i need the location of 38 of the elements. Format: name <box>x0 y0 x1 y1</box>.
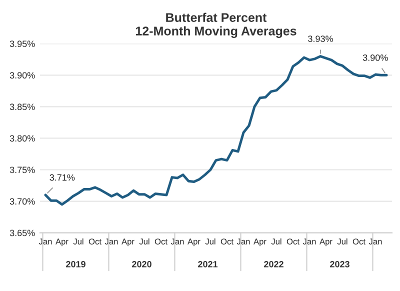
x-tick-label: Jul <box>205 238 216 244</box>
x-tick-label: Jan <box>170 238 184 244</box>
x-tick-label: Jan <box>236 238 250 244</box>
data-label: 3.90% <box>362 54 388 61</box>
chart-title: Butterfat Percent 12-Month Moving Averages <box>136 12 296 38</box>
y-tick-label: 3.95% <box>10 40 35 48</box>
x-tick-label: Jul <box>337 238 348 244</box>
y-tick-label: 3.70% <box>10 198 35 205</box>
y-tick-label: 3.90% <box>10 72 35 79</box>
data-label: 3.71% <box>50 174 75 181</box>
y-tick-label: 3.75% <box>10 166 35 174</box>
line-series <box>44 55 388 206</box>
y-tick-label: 3.65% <box>10 230 35 236</box>
x-tick-label: Jan <box>38 238 52 244</box>
x-tick-label: Apr <box>188 238 200 246</box>
text: 2020 <box>132 260 152 268</box>
x-tick-label: Jul <box>73 238 84 244</box>
x-tick-label: Oct <box>352 238 366 244</box>
x-tick-label: Apr <box>254 238 266 246</box>
text: 2021 <box>198 260 218 268</box>
data-label: 3.93% <box>308 36 333 42</box>
y-tick-label: 3.85% <box>10 104 35 110</box>
x-tick-label: Jul <box>271 238 282 244</box>
x-tick-label: Jan <box>104 238 118 244</box>
x-tick-label: Oct <box>220 238 234 244</box>
x-tick-label: Apr <box>56 238 68 246</box>
x-tick-label: Jan <box>368 238 382 244</box>
x-tick-label: Oct <box>154 238 168 244</box>
x-tick-label: Oct <box>286 238 300 244</box>
y-tick-label: 3.80% <box>10 135 35 142</box>
text: 2023 <box>330 260 350 268</box>
x-tick-label: Jul <box>139 238 150 244</box>
x-tick-label: Apr <box>122 238 134 246</box>
x-tick-label: Jan <box>302 238 316 244</box>
text: 2019 <box>66 260 86 268</box>
x-tick-label: Apr <box>320 238 332 246</box>
text: 2022 <box>264 260 284 268</box>
x-tick-label: Oct <box>88 238 102 244</box>
